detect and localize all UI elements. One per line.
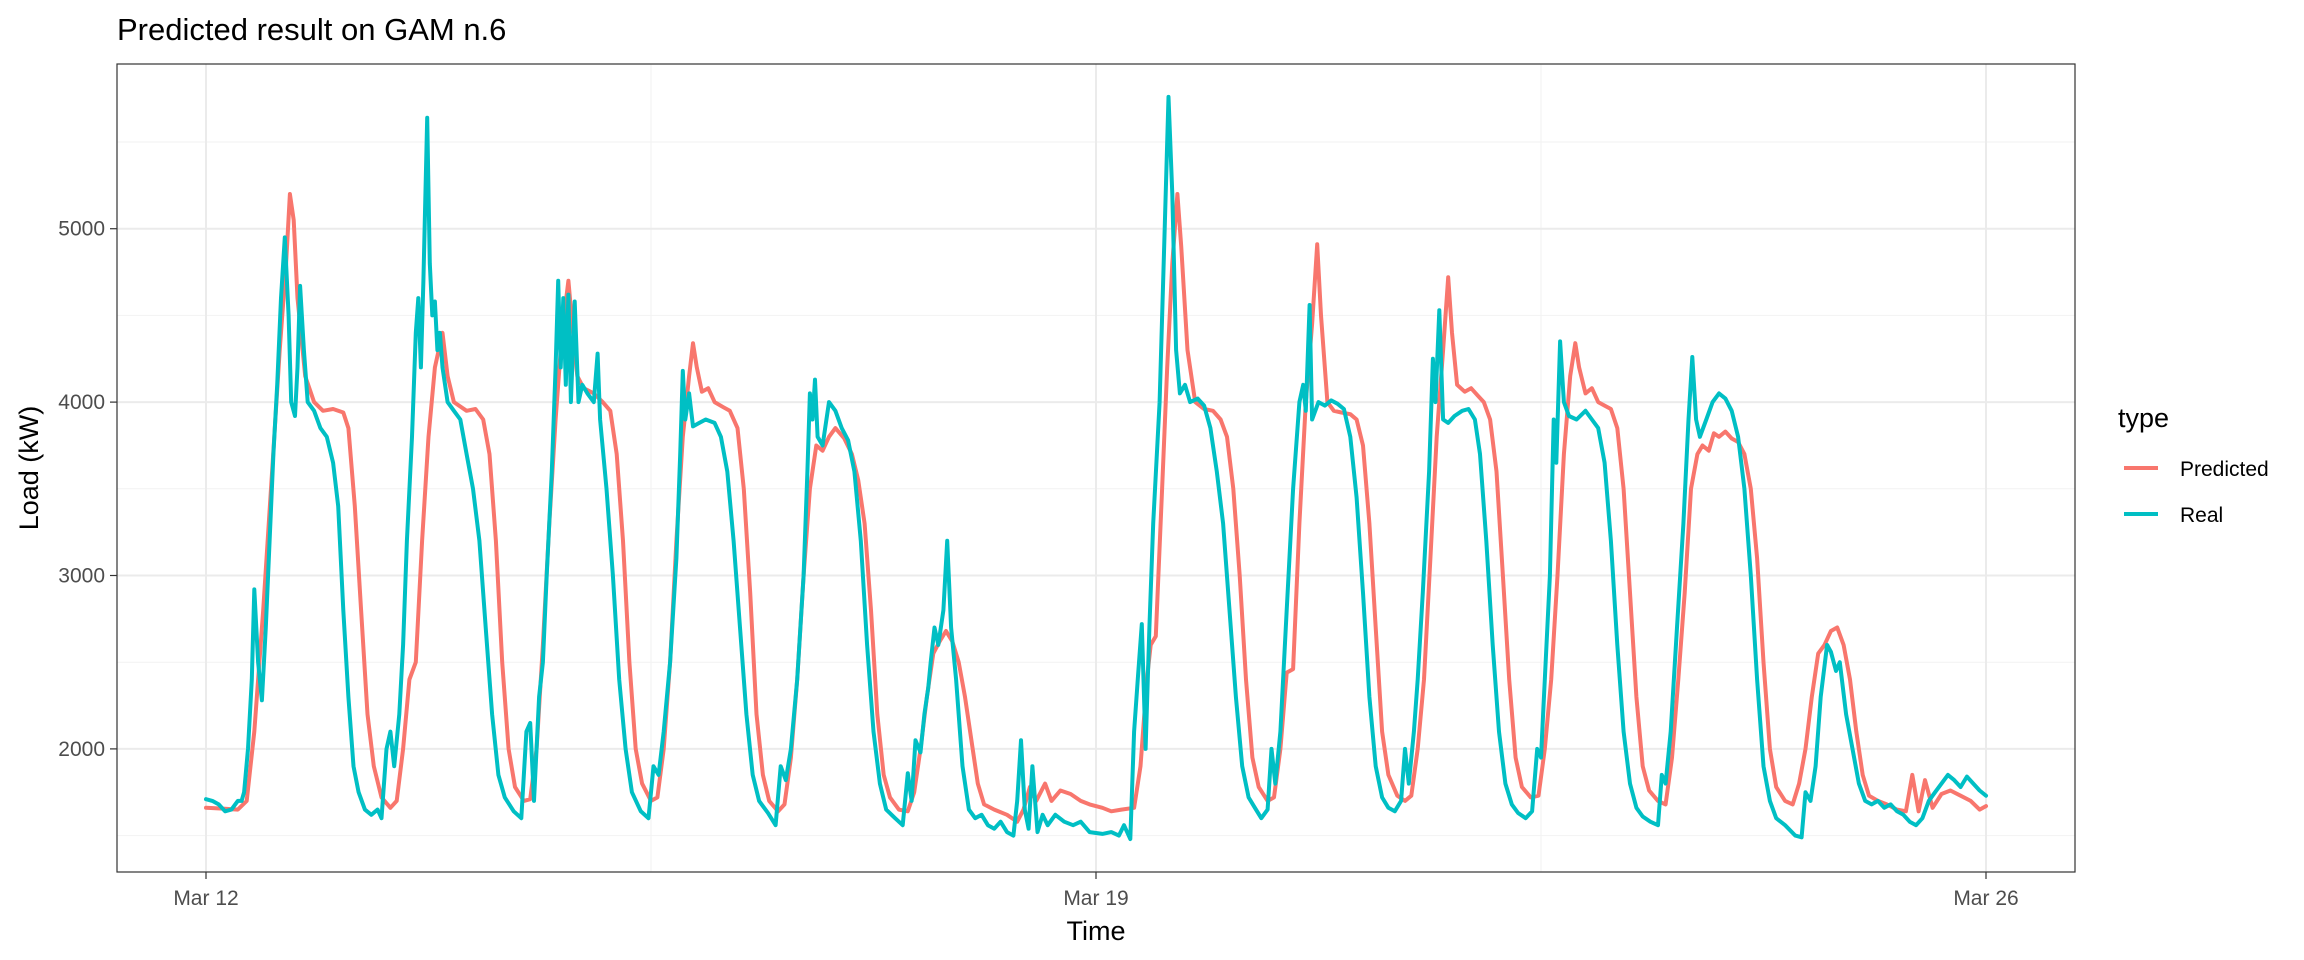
axes: 2000 3000 4000 5000 Mar 12 Mar 19 Mar 26 (58, 218, 2018, 910)
y-tick-label: 5000 (58, 218, 105, 241)
series-line-predicted (204, 192, 1988, 824)
x-tick-label: Mar 12 (173, 887, 238, 910)
y-tick-label: 4000 (58, 391, 105, 414)
series-line-real (204, 94, 1988, 842)
x-axis-title: Time (1067, 916, 1126, 946)
x-tick-label: Mar 26 (1953, 887, 2018, 910)
y-axis-title: Load (kW) (14, 406, 44, 531)
legend: type Predicted Real (2118, 403, 2269, 527)
y-tick-label: 2000 (58, 738, 105, 761)
legend-label-predicted: Predicted (2180, 458, 2269, 481)
data-series (204, 94, 1988, 842)
legend-label-real: Real (2180, 504, 2223, 527)
legend-title: type (2118, 403, 2169, 433)
grid-lines (117, 64, 2075, 872)
x-tick-label: Mar 19 (1063, 887, 1128, 910)
chart-title: Predicted result on GAM n.6 (117, 12, 506, 47)
y-tick-label: 3000 (58, 565, 105, 588)
